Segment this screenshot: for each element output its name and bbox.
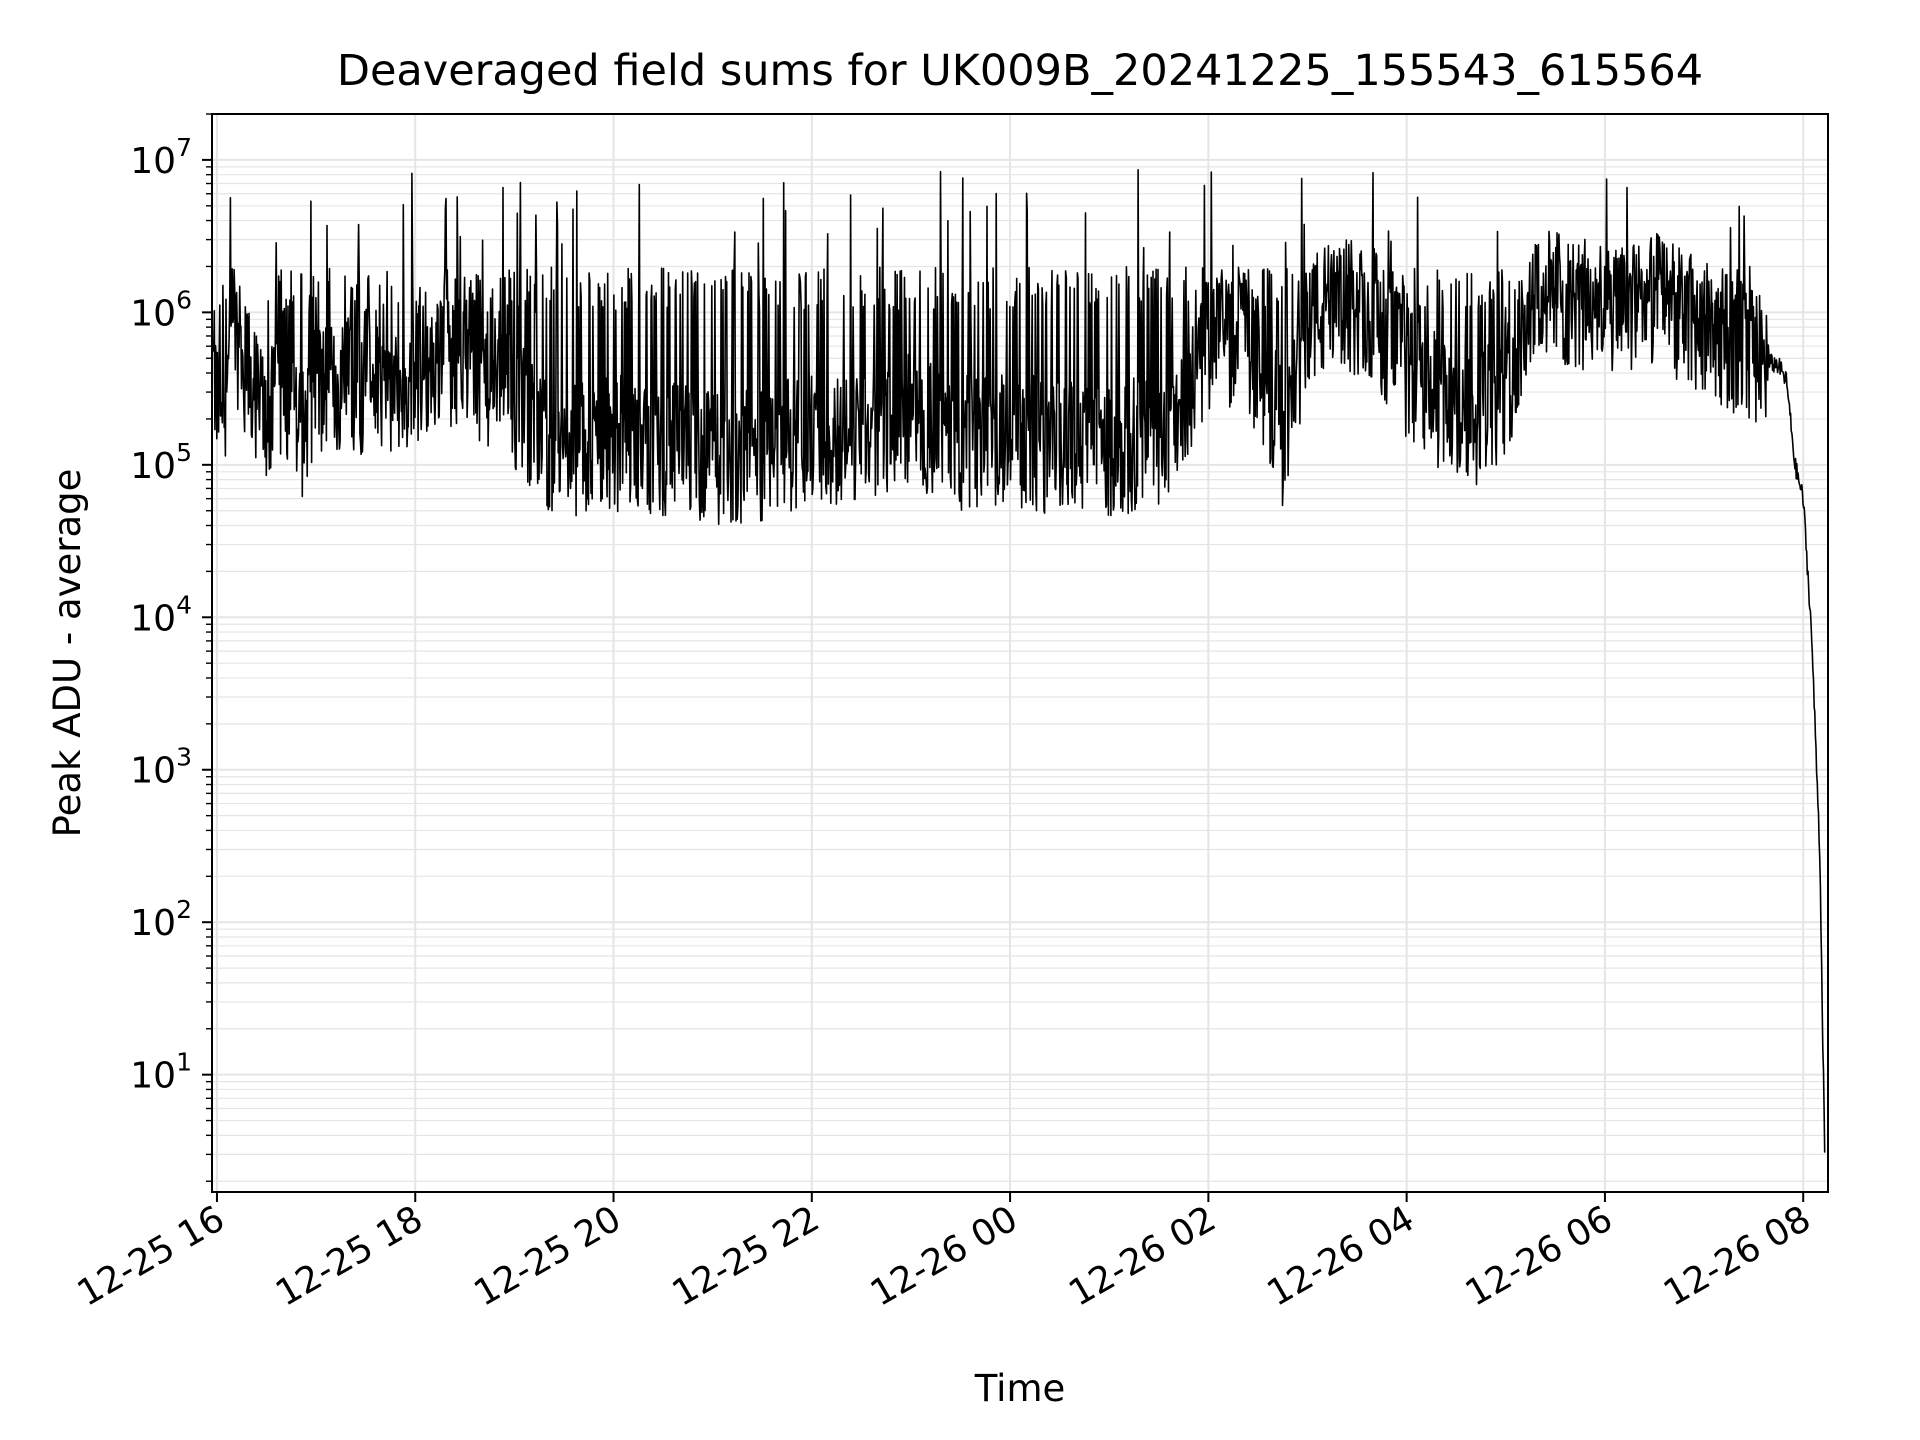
series-layer	[212, 169, 1826, 1153]
chart-title: Deaveraged field sums for UK009B_2024122…	[337, 46, 1703, 96]
grid-lines	[212, 113, 1828, 1192]
y-tick-label: 103	[130, 743, 192, 792]
y-tick-label: 107	[130, 133, 192, 182]
y-tick-label: 105	[130, 438, 192, 487]
y-tick-label: 101	[130, 1048, 192, 1097]
y-tick-label: 102	[130, 895, 192, 944]
plot-frame	[211, 113, 1829, 1193]
y-tick-label: 106	[130, 285, 192, 334]
series-line	[212, 169, 1826, 1153]
y-tick-label: 104	[130, 590, 192, 639]
x-axis-label: Time	[974, 1367, 1066, 1410]
y-axis-label: Peak ADU - average	[46, 469, 89, 838]
y-axis: 101 102 103 104 105 106 107	[130, 113, 212, 1182]
